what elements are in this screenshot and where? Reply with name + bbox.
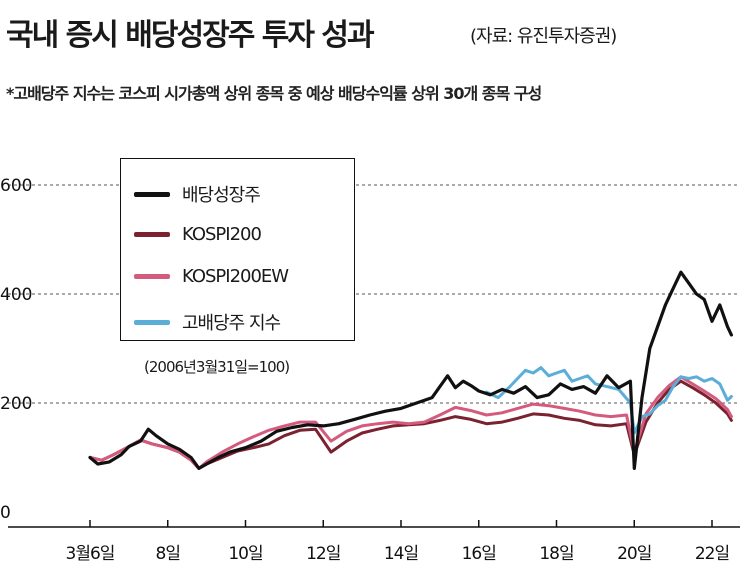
x-tick-label: 16일 <box>462 544 496 564</box>
x-tick-label: 18일 <box>539 544 573 564</box>
y-tick-label: 200 <box>0 394 32 414</box>
legend: 배당성장주 KOSPI200 KOSPI200EW 고배당주 지수 <box>120 158 355 341</box>
x-tick-label: 8일 <box>156 544 180 564</box>
legend-swatch-kospi200ew <box>134 274 170 279</box>
y-tick-label: 600 <box>0 176 32 196</box>
x-tick-label: 20일 <box>617 544 651 564</box>
x-tick-label: 10일 <box>228 544 262 564</box>
legend-item-high-dividend: 고배당주 지수 <box>134 309 281 335</box>
legend-item-dividend-growth: 배당성장주 <box>134 181 261 207</box>
series-line-dividend-growth <box>88 270 733 470</box>
y-tick-label: 400 <box>0 285 32 305</box>
legend-label-high-dividend: 고배당주 지수 <box>182 313 281 334</box>
legend-item-kospi200: KOSPI200 <box>134 224 262 245</box>
x-tick-label: 22일 <box>695 544 729 564</box>
series-line-high-dividend <box>485 366 733 435</box>
x-tick-label: 12일 <box>306 544 340 564</box>
x-tick-label: 14일 <box>384 544 418 564</box>
legend-label-kospi200ew: KOSPI200EW <box>182 266 289 287</box>
legend-label-dividend-growth: 배당성장주 <box>182 185 261 206</box>
x-tick-label: 3월6일 <box>66 544 115 564</box>
legend-swatch-high-dividend <box>134 319 170 325</box>
chart-title: 국내 증시 배당성장주 투자 성과 <box>6 18 375 53</box>
chart-source: (자료: 유진투자증권) <box>470 26 617 47</box>
legend-item-kospi200ew: KOSPI200EW <box>134 266 289 287</box>
series-line-kospi200ew <box>88 375 733 470</box>
chart-note: *고배당주 지수는 코스피 시가총액 상위 종목 중 예상 배당수익률 상위 3… <box>6 84 542 103</box>
legend-swatch-kospi200 <box>134 232 170 237</box>
legend-label-kospi200: KOSPI200 <box>182 224 262 245</box>
y-tick-label: 0 <box>0 503 11 523</box>
baseline-note: (2006년3월31일=100) <box>144 358 290 376</box>
legend-swatch-dividend-growth <box>134 191 170 197</box>
